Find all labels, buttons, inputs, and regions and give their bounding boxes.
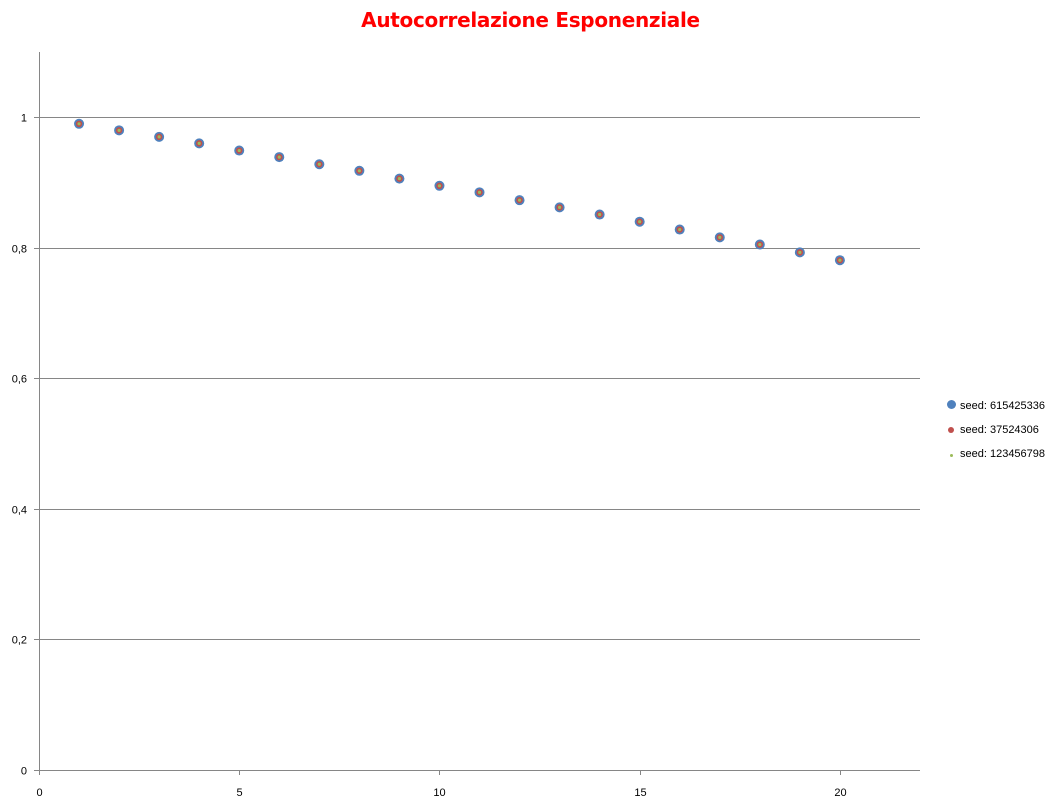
x-tick-label: 10: [433, 787, 445, 799]
data-point: [798, 250, 802, 254]
y-tick-label: 0,8: [12, 244, 27, 256]
legend-marker: [946, 400, 956, 412]
data-point: [838, 258, 842, 262]
legend-label: seed: 37524306: [960, 424, 1039, 436]
legend-marker: [946, 424, 956, 436]
legend-item: seed: 615425336: [946, 394, 1045, 418]
data-point: [357, 169, 361, 173]
data-point: [718, 235, 722, 239]
axes: [34, 52, 920, 775]
data-point: [517, 198, 522, 202]
data-point: [557, 205, 562, 209]
data-point: [197, 141, 201, 145]
x-tick-label: 15: [634, 787, 646, 799]
x-tick-label: 0: [36, 787, 42, 799]
data-point: [117, 128, 121, 132]
y-tick-label: 1: [21, 113, 27, 125]
data-point: [638, 220, 642, 224]
legend-item: seed: 37524306: [946, 418, 1045, 442]
x-tick-label: 5: [236, 787, 242, 799]
data-point: [477, 190, 482, 194]
data-point: [598, 212, 602, 217]
data-point: [237, 148, 241, 153]
x-tick-label: 20: [834, 787, 846, 799]
x-tick-labels: 0 5 10 15 20: [36, 787, 846, 799]
legend-marker: [946, 448, 956, 460]
data-point: [157, 135, 161, 139]
grid-lines: [39, 117, 920, 640]
series-2: [75, 120, 844, 264]
legend-label: seed: 615425336: [960, 400, 1046, 412]
series-3: [77, 122, 842, 262]
data-point: [317, 162, 321, 166]
y-tick-label: 0,4: [12, 505, 27, 517]
legend: seed: 615425336 seed: 37524306 seed: 12345…: [946, 394, 1045, 466]
legend-item: seed: 123456798: [946, 442, 1045, 466]
data-point: [277, 155, 281, 159]
data-point: [77, 122, 81, 126]
y-tick-labels: 0 0,2 0,4 0,6 0,8 1: [12, 113, 27, 778]
data-point: [397, 177, 402, 181]
data-point: [678, 227, 682, 232]
y-tick-label: 0: [21, 766, 27, 778]
data-point: [437, 184, 442, 188]
y-tick-label: 0,6: [12, 374, 27, 386]
series-1: [74, 118, 845, 266]
legend-label: seed: 123456798: [960, 448, 1046, 460]
data-point: [758, 242, 762, 247]
series-layer: [74, 118, 845, 266]
chart-title: Autocorrelazione Esponenziale: [361, 8, 700, 32]
y-tick-label: 0,2: [12, 635, 27, 647]
